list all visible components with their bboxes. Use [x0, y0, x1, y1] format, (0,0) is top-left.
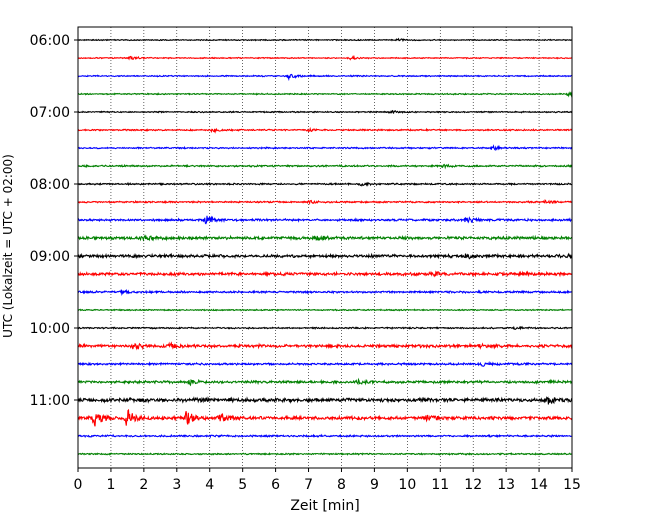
trace-0915	[77, 270, 573, 278]
x-tick-label-4: 4	[205, 477, 214, 493]
x-tick-label-11: 11	[431, 477, 449, 493]
x-tick-label-5: 5	[238, 477, 247, 493]
x-tick-label-10: 10	[398, 477, 416, 493]
x-tick-label-1: 1	[106, 477, 115, 493]
y-tick-label-08:00: 08:00	[30, 177, 70, 193]
x-tick-label-6: 6	[271, 477, 280, 493]
x-tick-label-12: 12	[464, 477, 482, 493]
trace-0730	[77, 144, 573, 151]
x-tick-label-9: 9	[370, 477, 379, 493]
trace-0745	[77, 163, 573, 170]
x-axis-ticks: 0 1 2 3 4 5 6 7 8 9 10 11 12 13 14 15	[74, 468, 581, 493]
trace-0700	[77, 109, 573, 114]
seismogram-traces	[77, 37, 573, 456]
trace-1130	[77, 433, 573, 439]
trace-0830	[77, 215, 573, 225]
y-axis-label: UTC (Lokalzeit = UTC + 02:00)	[1, 154, 15, 338]
trace-1045	[77, 377, 573, 387]
y-tick-label-06:00: 06:00	[30, 33, 70, 49]
trace-0645	[77, 91, 573, 98]
trace-0845	[77, 234, 573, 242]
trace-1000	[77, 325, 573, 331]
trace-1100	[77, 396, 573, 405]
trace-0900	[77, 252, 573, 260]
x-tick-label-8: 8	[337, 477, 346, 493]
x-tick-label-14: 14	[530, 477, 548, 493]
trace-1015	[77, 341, 573, 351]
x-tick-label-2: 2	[139, 477, 148, 493]
y-tick-label-10:00: 10:00	[30, 321, 70, 337]
trace-0615	[77, 54, 573, 61]
trace-0945	[77, 308, 573, 312]
y-tick-label-11:00: 11:00	[30, 393, 70, 409]
x-tick-label-15: 15	[563, 477, 581, 493]
trace-0600	[77, 37, 573, 43]
trace-1145	[77, 452, 573, 456]
x-axis-label: Zeit [min]	[290, 498, 359, 514]
y-tick-label-09:00: 09:00	[30, 249, 70, 265]
trace-1030	[77, 361, 573, 367]
trace-0715	[77, 126, 573, 134]
y-tick-label-07:00: 07:00	[30, 105, 70, 121]
trace-0630	[77, 73, 573, 82]
x-tick-label-3: 3	[172, 477, 181, 493]
trace-0930	[77, 288, 573, 296]
y-axis-ticks: 06:00 07:00 08:00 09:00 10:00 11:00	[30, 33, 78, 409]
x-tick-label-0: 0	[74, 477, 83, 493]
trace-1115	[77, 408, 573, 427]
x-tick-label-13: 13	[497, 477, 515, 493]
x-tick-label-7: 7	[304, 477, 313, 493]
trace-0815	[77, 199, 573, 206]
plot-frame	[77, 26, 573, 469]
trace-0800	[77, 181, 573, 187]
